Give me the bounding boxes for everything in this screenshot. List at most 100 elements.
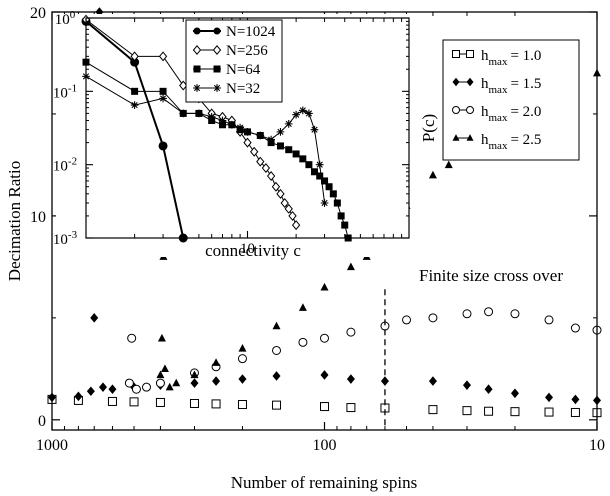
inset-legend-marker-right-1: [213, 27, 221, 35]
inset-series-4-point-6: [207, 112, 216, 121]
inset-axes: 10 100 10-1 10-2 10-3: [53, 9, 409, 257]
inset-series-4-point-12: [267, 135, 275, 144]
inset-series-3-point-3: [159, 87, 167, 95]
main-series-2-point-17: [346, 374, 355, 384]
main-y-tick-label-1: 0: [38, 413, 46, 430]
main-series-2-point-16: [320, 370, 329, 380]
main-x-tick-label-3: 10: [589, 437, 605, 454]
main-series-4-point-13: [346, 262, 355, 271]
main-series-3-point-8: [155, 378, 165, 388]
inset-y-tick-label-2: 10-1: [53, 82, 77, 101]
main-series-4-point-1: [156, 370, 165, 379]
main-series-2-point-23: [545, 392, 554, 403]
inset-legend-marker-left-1: [193, 27, 201, 35]
main-series-2-point-2: [74, 391, 83, 402]
main-legend-swatch-2-marker-left: [452, 77, 460, 87]
crossover-annotation: Finite size cross over: [384, 266, 563, 430]
inset-x-axis-label: connectivity c: [205, 241, 301, 260]
inset-series-4-point-20: [320, 199, 329, 207]
main-series-2-point-14: [238, 374, 247, 384]
main-series-1-point-3: [107, 396, 117, 406]
inset-series-2-point-10: [243, 137, 252, 148]
main-series-1: [47, 394, 602, 418]
main-series-3-point-19: [462, 309, 472, 319]
inset-legend-label-4: N=32: [226, 81, 260, 97]
main-series-2-point-13: [212, 376, 221, 386]
main-series-3-point-6: [131, 384, 141, 394]
inset-legend: N=1024 N=256 N=64 N=32: [185, 19, 283, 103]
main-series-4-point-8: [212, 358, 221, 366]
main-series-1-point-4: [129, 397, 139, 407]
main-series-1-point-7: [211, 399, 221, 409]
inset-series-4-point-19: [315, 160, 324, 169]
inset-legend-label-3: N=64: [226, 62, 261, 78]
inset-y-tick-label-4: 10-3: [53, 229, 78, 248]
main-series-2-point-15: [272, 371, 281, 381]
inset-x-tick-label-1: 10: [240, 241, 255, 257]
inset-legend-marker-right-3: [213, 65, 221, 73]
main-series-1-point-14: [462, 406, 472, 416]
main-series-1-point-15: [484, 406, 494, 416]
main-legend-label-2: hmax = 1.5: [481, 76, 541, 96]
main-legend-label-1: hmax = 1.0: [481, 48, 541, 68]
inset-series-3-point-16: [299, 155, 307, 163]
inset-series-4-point-3: [159, 94, 167, 103]
main-series-4-point-11: [298, 303, 307, 311]
inset-series-4-point-17: [305, 109, 313, 118]
inset-y-axis-label: P(c): [419, 114, 438, 142]
main-series-3-point-21: [510, 309, 520, 319]
inset-series-2-point-17: [280, 198, 289, 208]
inset-series-2-point-19: [288, 210, 297, 221]
inset-series-4-point-14: [284, 120, 293, 128]
main-series-2-point-12: [190, 378, 199, 388]
main-series-3-point-13: [298, 337, 308, 347]
inset-series-2-point-2: [130, 51, 139, 62]
inset-series-4-point-2: [130, 101, 139, 109]
inset-legend-marker-right-4: [213, 84, 221, 92]
main-series-4-point-5: [165, 382, 174, 391]
inset-series-2-point-16: [276, 188, 285, 199]
main-series-4-point-10: [272, 321, 281, 330]
inset-series-4-point-11: [256, 131, 265, 140]
inset-series-4-point-9: [236, 123, 244, 132]
inset-legend-label-1: N=1024: [226, 24, 276, 40]
main-series-2-point-20: [462, 380, 471, 390]
main-series-3-point-1: [124, 378, 134, 388]
main-series-1-point-8: [237, 400, 247, 410]
main-series-4-point-17: [428, 170, 437, 179]
main-series-1-point-17: [544, 407, 554, 417]
main-legend-swatch-4-marker-right: [466, 134, 474, 141]
main-series-4-point-12: [320, 282, 329, 291]
inset-series-3-point-20: [321, 177, 329, 185]
main-series-3-point-15: [346, 327, 356, 337]
main-series-2-point-22: [510, 388, 519, 399]
main-series-1-point-13: [428, 405, 438, 415]
main-series-3-point-7: [141, 382, 151, 392]
main-series-1-point-16: [510, 407, 520, 417]
inset-series-2-point-13: [261, 163, 271, 174]
inset-legend-label-2: N=256: [226, 43, 268, 59]
main-series-2-point-3: [86, 386, 95, 397]
main-series-3-point-14: [320, 333, 329, 343]
inset-series-3-point-15: [292, 150, 300, 158]
main-series-1-point-9: [272, 400, 282, 410]
inset-series-3-point-22: [329, 190, 337, 198]
main-series-3-point-23: [570, 323, 580, 333]
inset-series-3-point-14: [285, 146, 293, 154]
main-series-1-point-6: [189, 398, 199, 408]
main-series-2-point-9: [108, 384, 117, 395]
inset-legend-marker-left-4: [193, 84, 201, 92]
main-legend-label-3: hmax = 2.0: [481, 104, 541, 124]
inset-series-2-point-14: [266, 171, 276, 182]
inset-series-4-point-18: [310, 125, 319, 134]
inset-series-1-point-2: [130, 57, 140, 67]
crossover-annotation-text: Finite size cross over: [419, 266, 563, 285]
main-series-2-point-21: [484, 384, 493, 395]
inset-series-4-point-15: [292, 110, 300, 119]
main-series-3-point-17: [402, 315, 412, 325]
inset-series-4-point-13: [276, 128, 285, 136]
inset-series-2-point-3: [158, 51, 168, 62]
